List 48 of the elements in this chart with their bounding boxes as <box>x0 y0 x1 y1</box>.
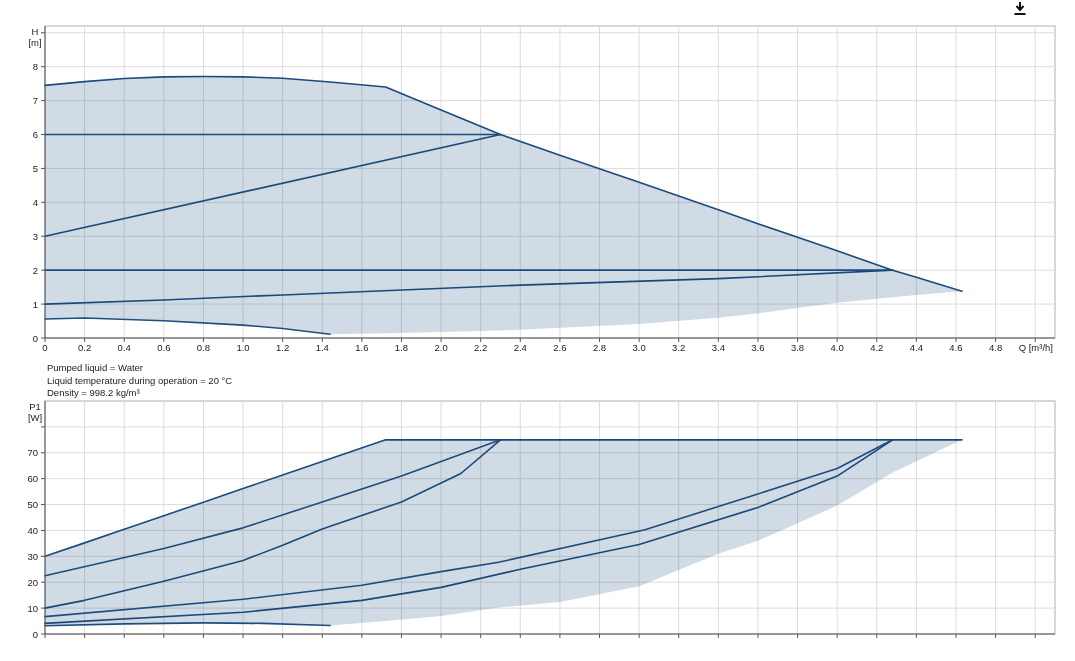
text: Density = 998.2 kg/m³ <box>47 387 140 398</box>
y-tick-label: 8 <box>32 61 38 73</box>
y-tick-label: 1 <box>32 298 38 310</box>
x-tick-label: 0.4 <box>117 342 131 353</box>
x-tick-label: 0 <box>42 342 48 353</box>
x-tick-label: 3.8 <box>790 342 805 353</box>
x-axis-title: Q [m³/h] <box>1018 342 1053 353</box>
y-tick-label: 60 <box>27 473 38 485</box>
y-tick-label: 0 <box>32 628 38 640</box>
x-tick-label: 3.4 <box>711 342 725 353</box>
y-tick-label: 2 <box>32 264 38 276</box>
y-tick-label: 20 <box>27 576 38 588</box>
x-tick-label: 2.4 <box>513 342 527 353</box>
x-tick-label: 3.2 <box>672 342 686 353</box>
y-tick-label: 5 <box>32 162 38 174</box>
y-tick-label: 50 <box>27 499 38 511</box>
y-axis-title: P1 [W] <box>27 401 43 423</box>
x-tick-label: 1.2 <box>276 342 290 353</box>
x-tick-label: 2.8 <box>592 342 607 353</box>
y-tick-label: 3 <box>32 230 38 242</box>
y-tick-label: 7 <box>32 95 38 107</box>
x-tick-label: 3.0 <box>632 342 646 353</box>
x-tick-label: 1.0 <box>236 342 250 353</box>
x-tick-label: 4.2 <box>870 342 884 353</box>
x-tick-label: 1.8 <box>394 342 409 353</box>
y-tick-label: 10 <box>27 602 38 614</box>
text: Liquid temperature during operation = 20 °C <box>47 374 233 386</box>
x-tick-label: 2.2 <box>474 342 488 353</box>
x-tick-label: 2.0 <box>434 342 448 353</box>
y-tick-label: 40 <box>27 524 38 536</box>
x-tick-label: 1.4 <box>315 342 329 353</box>
x-tick-label: 4.4 <box>909 342 923 353</box>
y-tick-label: 6 <box>32 129 38 141</box>
x-tick-label: 4.0 <box>830 342 844 353</box>
x-tick-label: 4.8 <box>988 342 1003 353</box>
x-tick-label: 1.6 <box>355 342 369 353</box>
x-tick-label: 2.6 <box>553 342 567 353</box>
y-tick-label: 30 <box>27 550 38 562</box>
y-axis-title: H [m] <box>28 26 42 48</box>
x-tick-label: 0.6 <box>157 342 171 353</box>
text: Pumped liquid = Water <box>47 362 144 373</box>
x-tick-label: 0.8 <box>196 342 211 353</box>
y-tick-label: 4 <box>32 196 38 208</box>
x-tick-label: 0.2 <box>78 342 92 353</box>
x-tick-label: 4.6 <box>949 342 963 353</box>
y-tick-label: 0 <box>32 332 38 344</box>
y-tick-label: 70 <box>27 447 38 459</box>
x-tick-label: 3.6 <box>751 342 765 353</box>
